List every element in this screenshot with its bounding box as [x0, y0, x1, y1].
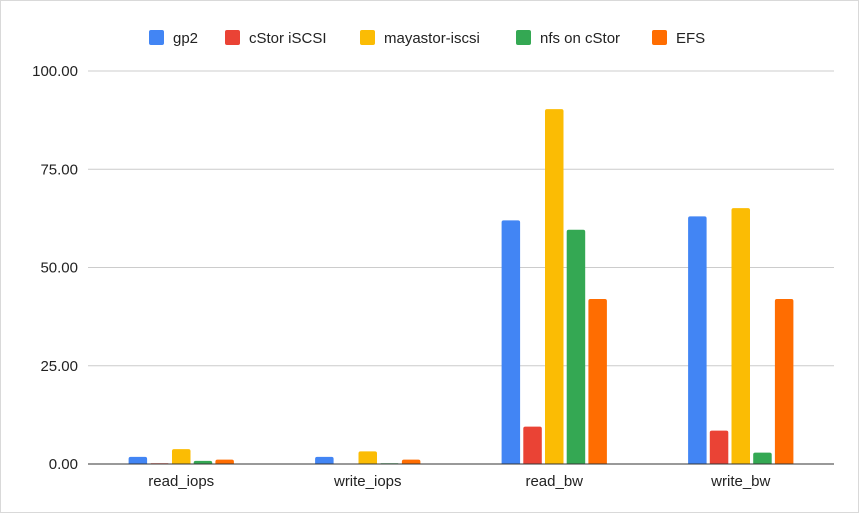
legend-label: nfs on cStor — [540, 30, 620, 47]
legend-swatch — [360, 30, 375, 45]
bars — [128, 109, 794, 464]
legend-swatch — [516, 30, 531, 45]
y-tick-label: 100.00 — [32, 63, 78, 80]
y-tick-label: 50.00 — [40, 260, 78, 277]
legend-swatch — [149, 30, 164, 45]
bar-nfs-on-cstor-write-bw — [753, 452, 772, 464]
bar-efs-read-iops — [215, 459, 234, 464]
legend: gp2 cStor iSCSI mayastor-iscsi nfs on cStor… — [149, 30, 705, 47]
x-tick-label: read_bw — [525, 473, 583, 490]
bar-gp2-read-iops — [128, 456, 148, 464]
bar-nfs-on-cstor-read-bw — [566, 229, 586, 464]
bar-mayastor-iscsi-write-bw — [731, 208, 750, 464]
bar-mayastor-iscsi-write-iops — [358, 451, 377, 464]
bar-efs-write-iops — [401, 459, 421, 464]
y-tick-label: 0.00 — [49, 456, 78, 473]
bar-gp2-write-iops — [315, 456, 334, 464]
bar-mayastor-iscsi-read-iops — [172, 449, 191, 464]
bar-gp2-write-bw — [688, 216, 707, 464]
y-tick-label: 75.00 — [40, 161, 78, 178]
legend-label: EFS — [676, 30, 705, 47]
bar-mayastor-iscsi-read-bw — [545, 109, 564, 464]
bar-gp2-read-bw — [501, 220, 521, 464]
bar-cstor-iscsi-read-bw — [523, 426, 542, 464]
y-tick-label: 25.00 — [40, 358, 78, 375]
x-tick-label: write_bw — [710, 473, 770, 490]
x-tick-label: read_iops — [148, 473, 214, 490]
legend-label: gp2 — [173, 30, 198, 47]
legend-swatch — [652, 30, 667, 45]
bar-nfs-on-cstor-read-iops — [193, 460, 213, 464]
x-axis-ticks: read_iops write_iops read_bw write_bw — [148, 473, 770, 490]
bar-efs-write-bw — [774, 298, 794, 464]
legend-label: cStor iSCSI — [249, 30, 327, 47]
gridlines — [88, 70, 834, 367]
legend-label: mayastor-iscsi — [384, 30, 480, 47]
bar-efs-read-bw — [588, 298, 607, 464]
x-tick-label: write_iops — [333, 473, 402, 490]
legend-swatch — [225, 30, 240, 45]
y-axis-ticks: 0.00 25.00 50.00 75.00 100.00 — [32, 63, 78, 473]
bar-cstor-iscsi-write-bw — [709, 430, 729, 464]
